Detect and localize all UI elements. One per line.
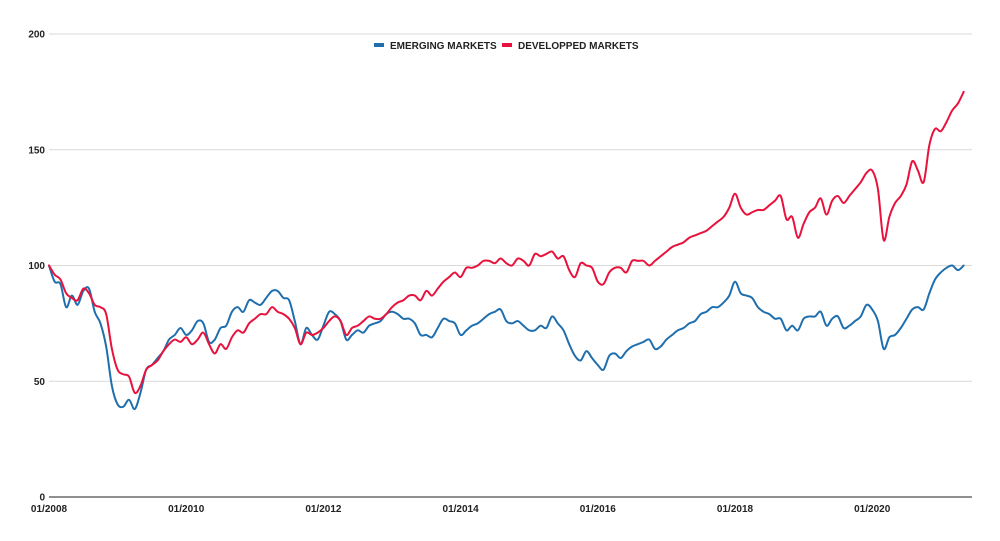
series-line-developped-markets xyxy=(48,90,965,395)
x-tick-label: 01/2016 xyxy=(580,504,617,515)
legend-label: DEVELOPPED MARKETS xyxy=(518,41,639,52)
y-tick-label: 100 xyxy=(28,261,45,272)
legend: EMERGING MARKETS DEVELOPPED MARKETS xyxy=(374,41,639,52)
x-tick-label: 01/2018 xyxy=(717,504,754,515)
legend-item-developped-markets: DEVELOPPED MARKETS xyxy=(502,41,639,52)
x-tick-label: 01/2008 xyxy=(31,504,68,515)
legend-swatch xyxy=(502,43,512,47)
legend-swatch xyxy=(374,43,384,47)
y-tick-label: 200 xyxy=(28,30,45,41)
legend-item-emerging-markets: EMERGING MARKETS xyxy=(374,41,497,52)
y-axis-tick-labels: 0 50 100 150 200 xyxy=(28,30,45,504)
x-tick-label: 01/2012 xyxy=(305,504,342,515)
legend-label: EMERGING MARKETS xyxy=(390,41,497,52)
grid-lines xyxy=(49,33,972,382)
x-tick-label: 01/2020 xyxy=(854,504,891,515)
y-tick-label: 50 xyxy=(34,377,46,388)
y-tick-label: 0 xyxy=(39,493,45,504)
series-line-emerging-markets xyxy=(48,264,965,411)
x-tick-label: 01/2010 xyxy=(168,504,205,515)
x-tick-label: 01/2014 xyxy=(443,504,480,515)
y-tick-label: 150 xyxy=(28,145,45,156)
x-axis-tick-labels: 01/2008 01/2010 01/2012 01/2014 01/2016 01/20… xyxy=(31,504,891,515)
series-lines xyxy=(48,90,965,411)
